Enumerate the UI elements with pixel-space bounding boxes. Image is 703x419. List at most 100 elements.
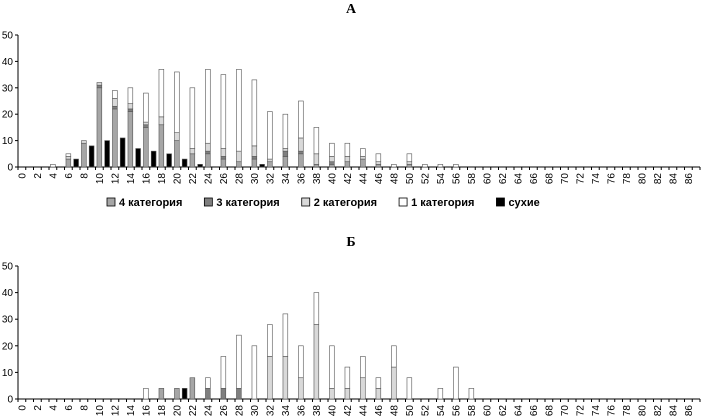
y-tick-label: 10: [2, 368, 14, 379]
x-tick-label: 72: [575, 173, 586, 185]
x-tick-label: 18: [157, 405, 168, 417]
x-tick-label: 2: [33, 405, 44, 411]
bar-segment: [189, 87, 196, 149]
bar-segment: [375, 161, 382, 165]
bar-segment: [282, 150, 289, 157]
bar-segment: [127, 87, 134, 104]
bar-segment: [112, 105, 118, 110]
bar-segment: [313, 127, 320, 155]
bar-segment: [422, 164, 428, 168]
bar-segment: [329, 388, 335, 400]
bar-segment: [282, 156, 289, 168]
legend-label: 4 категория: [119, 197, 182, 209]
y-tick-label: 0: [7, 395, 13, 406]
x-tick-label: 28: [234, 173, 245, 185]
y-tick-label: 30: [2, 315, 14, 326]
x-tick-label: 2: [33, 173, 44, 179]
bar-segment: [313, 292, 320, 325]
bar-segment: [360, 377, 366, 400]
y-tick-label: 0: [7, 163, 13, 174]
bar-segment: [313, 164, 320, 168]
bar-segment: [313, 324, 320, 400]
bar-segment: [65, 158, 72, 168]
bar-segment: [259, 164, 265, 168]
bar-segment: [236, 69, 242, 152]
bar-segment: [453, 366, 459, 400]
x-tick-label: 76: [606, 405, 617, 417]
bar-segment: [205, 142, 211, 152]
bar-segment: [267, 324, 273, 357]
x-tick-label: 50: [405, 405, 416, 417]
x-tick-label: 52: [420, 405, 431, 417]
bar-segment: [468, 388, 475, 400]
bar-segment: [205, 377, 211, 389]
legend-swatch: [203, 197, 213, 207]
bar-segment: [329, 164, 335, 168]
bar-segment: [174, 140, 180, 168]
x-tick-label: 34: [281, 173, 292, 185]
x-tick-label: 0: [17, 173, 28, 179]
x-tick-label: 38: [312, 405, 323, 417]
chart-a-title: А: [346, 2, 357, 17]
x-tick-label: 6: [64, 173, 75, 179]
x-tick-label: 66: [529, 173, 540, 185]
x-tick-label: 80: [637, 173, 648, 185]
x-tick-label: 68: [544, 173, 555, 185]
bar-segment: [298, 345, 304, 379]
x-tick-label: 46: [374, 405, 385, 417]
bar-segment: [251, 145, 258, 157]
bar-segment: [65, 153, 72, 157]
x-tick-label: 50: [405, 173, 416, 185]
x-tick-label: 76: [606, 173, 617, 185]
bar-segment: [112, 90, 118, 99]
x-tick-label: 64: [513, 173, 524, 185]
x-tick-label: 4: [48, 405, 59, 411]
bar-segment: [236, 388, 242, 400]
bar-segment: [360, 356, 366, 379]
bar-segment: [143, 92, 149, 123]
legend-item: 1 категория: [398, 197, 474, 209]
x-tick-label: 30: [250, 173, 261, 185]
bar-segment: [406, 164, 413, 168]
bar-segment: [360, 148, 366, 157]
bar-segment: [189, 377, 196, 400]
bar-segment: [329, 345, 335, 389]
bar-segment: [220, 156, 227, 160]
x-tick-label: 58: [467, 173, 478, 185]
legend-label: 3 категория: [216, 197, 279, 209]
x-tick-label: 32: [265, 173, 276, 185]
bar-segment: [344, 156, 351, 163]
bar-segment: [453, 164, 459, 168]
bar-segment: [127, 111, 134, 168]
bar-segment: [174, 71, 180, 133]
bar-segment: [143, 127, 149, 168]
chart-b-title: Б: [346, 235, 355, 250]
legend-label: сухие: [508, 197, 539, 209]
bar-segment: [205, 69, 211, 144]
bar-segment: [143, 121, 149, 126]
bar-segment: [313, 153, 320, 165]
bar-segment: [197, 164, 203, 168]
y-tick-label: 20: [2, 341, 14, 352]
x-tick-label: 54: [436, 405, 447, 417]
bar-segment: [81, 142, 87, 168]
x-tick-label: 20: [172, 405, 183, 417]
bar-segment: [50, 164, 56, 168]
x-tick-label: 86: [684, 405, 695, 417]
bar-segment: [127, 108, 134, 112]
x-tick-label: 14: [126, 173, 137, 185]
x-tick-label: 44: [358, 405, 369, 417]
bar-segment: [375, 377, 382, 389]
bar-segment: [298, 150, 304, 155]
bar-segment: [220, 388, 227, 400]
x-tick-label: 32: [265, 405, 276, 417]
bar-segment: [166, 153, 172, 168]
bar-segment: [344, 388, 351, 400]
x-tick-label: 18: [157, 173, 168, 185]
x-tick-label: 44: [358, 173, 369, 185]
x-tick-label: 60: [482, 405, 493, 417]
bar-segment: [135, 148, 141, 168]
bar-segment: [282, 356, 289, 400]
legend-label: 2 категория: [314, 197, 377, 209]
